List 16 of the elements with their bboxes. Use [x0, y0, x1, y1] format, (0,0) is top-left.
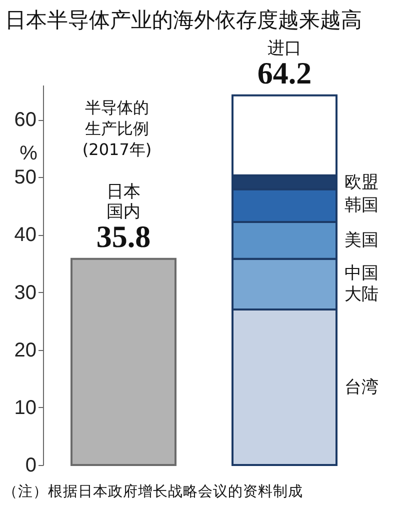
chart-title: 日本半导体产业的海外依存度越来越高	[5, 8, 362, 32]
y-axis-title: %	[20, 142, 38, 164]
series-label: 台湾	[344, 377, 379, 398]
y-tick-label: 10	[14, 396, 36, 419]
y-tick-label: 60	[14, 109, 36, 132]
y-tick-label: 0	[25, 454, 36, 476]
text: （注）根据日本政府增长战略会议的资料制成	[3, 483, 303, 500]
y-tick-label: 40	[14, 224, 36, 246]
series-label: 美国	[344, 230, 379, 250]
y-tick-label: 30	[14, 282, 36, 304]
series-label: 欧盟	[344, 172, 379, 192]
annotation: 半导体的生产比例(2017年)	[82, 98, 152, 159]
y-tick-label: 50	[14, 166, 36, 189]
y-tick-label: 20	[14, 339, 36, 362]
series-label: 韩国	[344, 196, 379, 216]
series-label: 中国大陆	[344, 264, 379, 305]
